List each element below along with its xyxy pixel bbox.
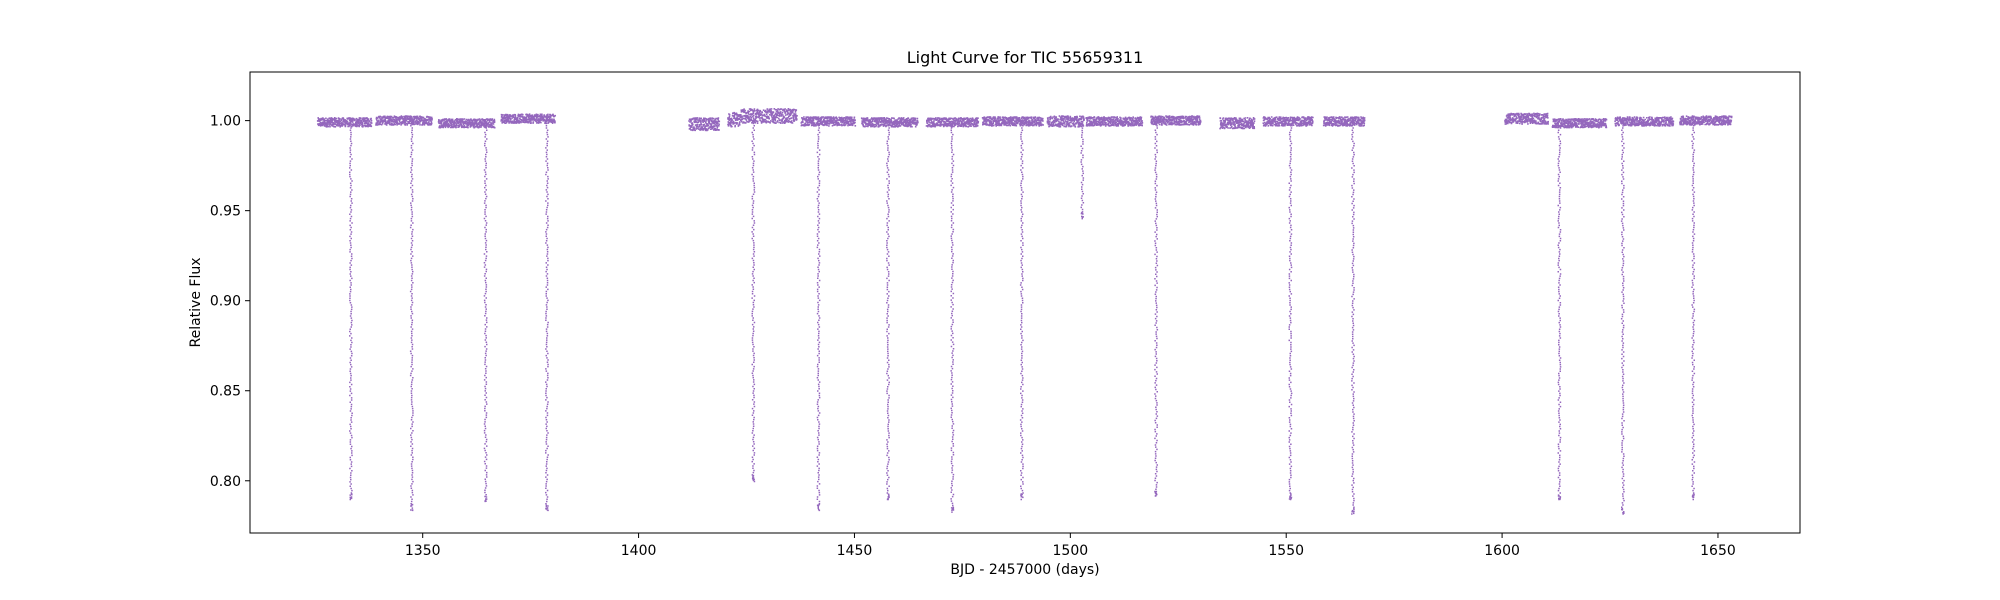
baseline-points: [740, 108, 798, 124]
baseline-points: [727, 111, 742, 128]
baseline-segment: [375, 115, 433, 126]
baseline-points: [1046, 115, 1085, 128]
baseline-points: [1150, 115, 1202, 126]
baseline-segment: [500, 113, 556, 124]
y-axis-ticks: 0.80 0.85 0.90 0.95 1.00: [210, 114, 250, 490]
x-tick-label: 1450: [837, 543, 873, 559]
baseline-points: [1262, 116, 1314, 127]
y-tick-label: 0.85: [210, 384, 241, 400]
y-tick-label: 0.90: [210, 294, 241, 310]
y-tick-label: 0.95: [210, 204, 241, 220]
baseline-segment: [925, 117, 980, 128]
baseline-segment: [1679, 115, 1733, 126]
plot-area-frame: [249, 71, 1801, 534]
baseline-points: [375, 115, 433, 126]
baseline-segment: [1504, 112, 1549, 125]
transit-dip: [1351, 120, 1355, 515]
x-tick-label: 1600: [1484, 543, 1520, 559]
transit-points: [1557, 120, 1562, 501]
baseline-segment: [1219, 117, 1256, 130]
baseline-segment: [1262, 116, 1314, 127]
baseline-segment: [437, 118, 496, 129]
x-tick-label: 1500: [1053, 543, 1089, 559]
chart-title: Light Curve for TIC 55659311: [907, 48, 1144, 67]
baseline-segment: [727, 111, 742, 128]
transit-dip: [409, 120, 414, 512]
transit-dip: [349, 120, 353, 501]
baseline-segment: [1614, 116, 1675, 127]
baseline-points: [1504, 112, 1549, 125]
transit-points: [1691, 120, 1696, 501]
transit-points: [409, 120, 414, 512]
transit-dip: [751, 120, 756, 483]
transit-dip: [483, 120, 488, 503]
baseline-points: [1322, 116, 1366, 127]
transit-dip: [1019, 120, 1024, 501]
transit-dip: [1557, 120, 1562, 501]
baseline-segment: [1046, 115, 1085, 128]
transit-dip: [816, 120, 821, 512]
transit-points: [886, 120, 890, 501]
baseline-points: [925, 117, 980, 128]
transit-points: [816, 120, 821, 512]
x-axis-label: BJD - 2457000 (days): [950, 562, 1099, 578]
transit-points: [483, 120, 488, 503]
baseline-segment: [688, 117, 721, 132]
transit-points: [1620, 120, 1625, 515]
x-axis-ticks: 1350 1400 1450 1500 1550 1600 1650: [405, 533, 1736, 559]
transit-dip: [886, 120, 890, 501]
baseline-segment: [800, 116, 857, 127]
transit-dip: [1154, 120, 1159, 497]
baseline-points: [860, 117, 919, 128]
transit-points: [1351, 120, 1355, 515]
transit-points: [1154, 120, 1159, 497]
transit-points: [545, 120, 549, 512]
transit-points: [950, 120, 955, 513]
transit-dip: [545, 120, 549, 512]
transit-points: [349, 120, 353, 501]
transit-points: [1288, 120, 1293, 501]
transit-points: [1019, 120, 1024, 501]
baseline-points: [1085, 116, 1144, 127]
baseline-points: [437, 118, 496, 129]
baseline-points: [316, 117, 373, 128]
transit-points: [1080, 120, 1085, 220]
data-points-layer: [316, 108, 1733, 515]
baseline-points: [800, 116, 857, 127]
baseline-segment: [1150, 115, 1202, 126]
transit-dip: [1288, 120, 1293, 501]
transit-dip: [1620, 120, 1625, 515]
baseline-segment: [1322, 116, 1366, 127]
baseline-segment: [860, 117, 919, 128]
baseline-segment: [981, 116, 1044, 127]
x-tick-label: 1400: [621, 543, 657, 559]
baseline-points: [981, 116, 1044, 127]
baseline-points: [688, 117, 721, 132]
x-tick-label: 1650: [1700, 543, 1736, 559]
transit-points: [751, 120, 756, 483]
transit-dip: [950, 120, 955, 513]
baseline-segment: [316, 117, 373, 128]
baseline-segment: [740, 108, 798, 124]
transit-dip: [1691, 120, 1696, 501]
baseline-points: [1614, 116, 1675, 127]
transit-dip: [1080, 120, 1085, 220]
y-tick-label: 0.80: [210, 474, 241, 490]
baseline-points: [1219, 117, 1256, 130]
x-tick-label: 1350: [405, 543, 441, 559]
baseline-points: [500, 113, 556, 124]
y-axis-label: Relative Flux: [188, 257, 204, 347]
y-tick-label: 1.00: [210, 114, 241, 130]
baseline-points: [1679, 115, 1733, 126]
baseline-points: [1551, 118, 1608, 129]
x-tick-label: 1550: [1268, 543, 1304, 559]
baseline-segment: [1551, 118, 1608, 129]
baseline-segment: [1085, 116, 1144, 127]
